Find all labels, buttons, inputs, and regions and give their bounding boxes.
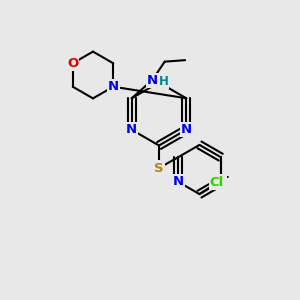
Text: N: N	[153, 76, 165, 89]
Text: H: H	[159, 75, 169, 88]
Text: N: N	[108, 80, 119, 93]
Text: N: N	[215, 175, 226, 188]
Text: N: N	[126, 123, 137, 136]
Text: N: N	[181, 123, 192, 136]
Text: S: S	[154, 161, 164, 175]
Text: Cl: Cl	[210, 176, 224, 189]
Text: N: N	[172, 175, 184, 188]
Text: N: N	[147, 74, 158, 87]
Text: O: O	[67, 57, 78, 70]
